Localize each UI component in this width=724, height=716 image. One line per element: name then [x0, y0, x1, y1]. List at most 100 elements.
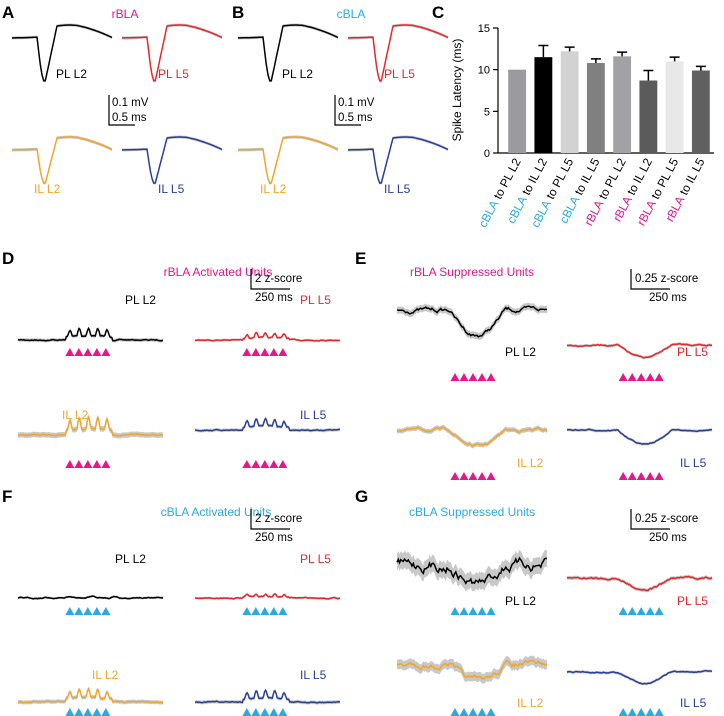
stimulus-pulse-marker — [101, 708, 111, 716]
panel-letter-g: G — [355, 487, 368, 506]
stimulus-pulse-marker — [101, 607, 111, 615]
trace-il-l2 — [237, 135, 339, 185]
trace-pl-l2 — [396, 549, 548, 592]
mean-trace — [17, 687, 164, 704]
trace-label: IL L2 — [260, 182, 287, 196]
stimulus-pulse-marker — [450, 607, 460, 615]
trace-pl-l5 — [195, 592, 340, 601]
stimulus-pulse-marker — [468, 373, 478, 381]
stimulus-pulse-marker — [645, 708, 655, 716]
panel-g-title: cBLA Suppressed Units — [409, 505, 535, 519]
trace-label: PL L5 — [158, 67, 189, 81]
sem-band — [567, 669, 712, 686]
stimulus-pulse-marker — [260, 460, 270, 468]
mean-trace — [566, 669, 713, 685]
stimulus-pulse-marker — [627, 708, 637, 716]
trace-label: IL L5 — [680, 456, 707, 470]
trace-label: PL L2 — [115, 552, 146, 566]
mean-trace — [396, 426, 548, 447]
mean-trace — [347, 136, 449, 184]
trace-label: PL L5 — [384, 67, 415, 81]
traces: PL L2 PL L5 IL L2 IL L5 PL L2 PL L5 IL L2 IL L5… — [11, 23, 713, 716]
error-bar — [695, 65, 706, 71]
stimulus-pulse-marker — [654, 373, 664, 381]
trace-label: IL L2 — [34, 182, 61, 196]
stimulus-pulse-marker — [486, 708, 496, 716]
stimulus-pulse-marker — [468, 607, 478, 615]
stimulus-pulse-marker — [101, 460, 111, 468]
stimulus-pulse-marker — [654, 472, 664, 480]
stimulus-pulse-marker — [278, 708, 288, 716]
scale-h-label: 250 ms — [255, 532, 293, 544]
stimulus-pulse-marker — [278, 607, 288, 615]
stimulus-pulse-marker — [269, 348, 279, 356]
trace-label: PL L2 — [505, 594, 536, 608]
scale-v-label: 0.1 mV — [112, 97, 149, 109]
stimulus-pulse-marker — [260, 348, 270, 356]
error-bar — [617, 51, 628, 57]
sem-band — [567, 342, 712, 360]
bar — [534, 57, 553, 153]
trace-label: IL L5 — [300, 668, 327, 682]
stimulus-pulse-marker — [92, 460, 102, 468]
trace-label: PL L5 — [677, 594, 708, 608]
stimulus-pulse-marker — [278, 460, 288, 468]
stimulus-pulse-marker — [477, 708, 487, 716]
stimulus-pulse-marker — [654, 708, 664, 716]
error-bar — [564, 46, 575, 52]
mean-trace — [194, 688, 341, 704]
stimulus-pulse-marker — [269, 607, 279, 615]
trace-pl-l2 — [17, 594, 164, 600]
stimulus-pulse-marker — [251, 348, 261, 356]
trace-label: PL L2 — [125, 293, 156, 307]
panel-letter-b: B — [232, 3, 244, 22]
stimulus-pulse-marker — [83, 348, 93, 356]
stimulus-pulse-marker — [65, 708, 75, 716]
mean-trace — [121, 24, 223, 82]
scale-bar-g: 0.25 z-score 250 ms — [630, 509, 698, 544]
trace-pl-l5 — [121, 23, 223, 83]
stimulus-pulse-marker — [83, 460, 93, 468]
scale-h-label: 250 ms — [255, 292, 293, 304]
stimulus-pulse-marker — [486, 472, 496, 480]
trace-il-l5 — [121, 135, 223, 185]
stimulus-pulse-marker — [459, 373, 469, 381]
mean-trace — [18, 415, 164, 437]
error-bar — [643, 69, 654, 81]
stimulus-pulse-marker — [92, 348, 102, 356]
stimulus-pulse-marker — [636, 373, 646, 381]
stimulus-pulse-marker — [260, 708, 270, 716]
bar — [586, 63, 605, 153]
stimulus-pulse-marker — [654, 607, 664, 615]
scale-bar-d: 2 z-score 250 ms — [250, 269, 302, 304]
y-tick-label: 0 — [484, 148, 490, 160]
mean-trace — [396, 659, 548, 680]
panel-d-title: rBLA Activated Units — [164, 265, 273, 279]
bar — [639, 80, 658, 153]
scale-bar-e: 0.25 z-score 250 ms — [630, 269, 698, 304]
mean-trace — [194, 331, 341, 342]
stimulus-pulse-marker — [269, 460, 279, 468]
stimulus-pulse-marker — [636, 607, 646, 615]
trace-pl-l5 — [194, 331, 341, 343]
mean-trace — [17, 595, 164, 600]
error-bar — [538, 44, 549, 58]
stimulus-pulse-marker — [251, 460, 261, 468]
panel-letter-c: C — [432, 3, 444, 22]
panel-f-title: cBLA Activated Units — [161, 505, 272, 519]
mean-trace — [17, 326, 164, 342]
mean-trace — [121, 136, 223, 184]
stimulus-pulse-marker — [83, 708, 93, 716]
panel-letter-a: A — [2, 3, 14, 22]
mean-trace — [347, 24, 449, 82]
stimulus-pulse-marker — [636, 708, 646, 716]
bar — [508, 69, 527, 153]
stimulus-pulse-marker — [242, 607, 252, 615]
trace-label: IL L2 — [517, 696, 544, 710]
stimulus-pulse-marker — [618, 472, 628, 480]
sem-band — [397, 302, 547, 341]
stimulus-pulse-marker — [645, 472, 655, 480]
stimulus-pulse-marker — [65, 460, 75, 468]
stimulus-pulse-marker — [251, 708, 261, 716]
